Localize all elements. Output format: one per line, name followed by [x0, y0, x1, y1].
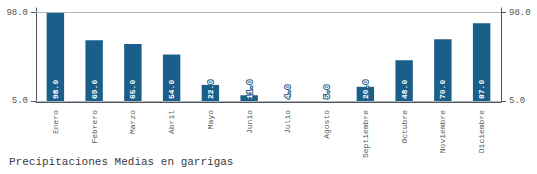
svg-text:70.0: 70.0 [438, 80, 447, 99]
svg-text:98.0: 98.0 [6, 8, 28, 18]
svg-text:Julio: Julio [283, 110, 292, 134]
svg-text:48.0: 48.0 [400, 80, 409, 99]
svg-text:5.0: 5.0 [322, 84, 331, 99]
svg-text:Septiembre: Septiembre [361, 110, 370, 158]
svg-text:98.0: 98.0 [509, 8, 531, 18]
svg-text:5.0: 5.0 [12, 96, 28, 106]
svg-text:4.0: 4.0 [283, 84, 292, 99]
svg-text:Mayo: Mayo [206, 110, 215, 129]
svg-text:54.0: 54.0 [167, 80, 176, 99]
svg-text:Abril: Abril [167, 110, 176, 134]
svg-text:Enero: Enero [51, 110, 60, 134]
svg-text:69.0: 69.0 [90, 80, 99, 99]
svg-text:22.0: 22.0 [206, 80, 215, 99]
svg-text:98.0: 98.0 [51, 80, 60, 99]
svg-text:Noviembre: Noviembre [438, 110, 447, 153]
svg-text:Octubre: Octubre [400, 110, 409, 144]
svg-text:65.0: 65.0 [128, 80, 137, 99]
svg-text:20.0: 20.0 [361, 80, 370, 99]
svg-text:Diciembre: Diciembre [477, 110, 486, 153]
svg-text:Marzo: Marzo [128, 110, 137, 134]
svg-text:5.0: 5.0 [509, 96, 525, 106]
svg-text:11.0: 11.0 [245, 80, 254, 99]
svg-text:Agosto: Agosto [322, 110, 331, 139]
svg-text:87.0: 87.0 [477, 80, 486, 99]
svg-text:Precipitaciones Medias en garr: Precipitaciones Medias en garrigas [9, 156, 233, 168]
svg-text:Junio: Junio [245, 110, 254, 134]
svg-text:Febrero: Febrero [90, 110, 99, 144]
